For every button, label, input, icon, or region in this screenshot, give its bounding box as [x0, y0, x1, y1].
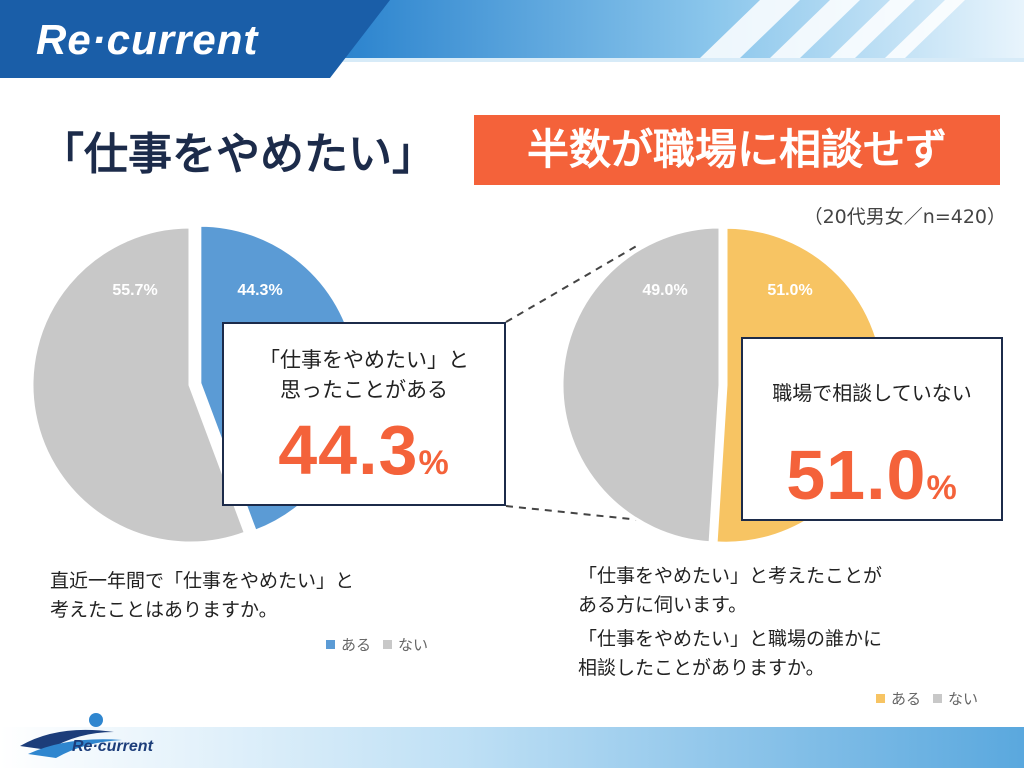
legend-left: ある ない	[326, 634, 428, 655]
header-graphic	[0, 0, 1024, 78]
brand-logo-text: Re·current	[36, 16, 259, 63]
callout-left: 「仕事をやめたい」と 思ったことがある 44.3%	[222, 322, 506, 506]
footer-brand-text: Re·current	[72, 738, 153, 755]
question-left: 直近一年間で「仕事をやめたい」と 考えたことはありますか。	[50, 567, 354, 625]
pie-data-label-yes: 44.3%	[237, 282, 282, 299]
callout-left-unit: %	[418, 444, 450, 482]
question-right-intro-line1: 「仕事をやめたい」と考えたことが	[578, 565, 883, 587]
callout-right-value: 51.0	[786, 436, 927, 514]
pie-data-label-no: 49.0%	[642, 282, 687, 299]
connector-line-bottom	[505, 505, 641, 521]
question-right: 「仕事をやめたい」と職場の誰かに 相談したことがありますか。	[578, 625, 882, 683]
header-band: Re·current	[0, 0, 1024, 78]
callout-right-unit: %	[926, 469, 958, 507]
callout-left-value-wrap: 44.3%	[224, 410, 504, 490]
page-title: 「仕事をやめたい」	[40, 129, 436, 180]
callout-left-line2: 思ったことがある	[280, 378, 448, 402]
pie-slice-no	[560, 225, 722, 545]
sample-note: （20代男女／n=420）	[803, 206, 1006, 228]
pie-slice-no	[30, 225, 248, 545]
legend-swatch-yes	[876, 694, 885, 703]
legend-label-no: ない	[948, 690, 979, 708]
callout-right-line1: 職場で相談していない	[772, 381, 972, 405]
footer-band	[0, 727, 1024, 768]
wave-logo-icon	[20, 713, 122, 758]
callout-right-value-wrap: 51.0%	[743, 435, 1001, 515]
legend-label-yes: ある	[341, 636, 372, 654]
legend-swatch-no	[933, 694, 943, 703]
pie-data-label-yes: 51.0%	[767, 282, 812, 299]
legend-swatch-yes	[326, 640, 335, 649]
callout-left-line1: 「仕事をやめたい」と	[259, 348, 469, 372]
legend-label-no: ない	[398, 636, 429, 654]
question-left-line1: 直近一年間で「仕事をやめたい」と	[50, 570, 355, 592]
question-right-intro-line2: ある方に伺います。	[578, 594, 748, 616]
question-right-line1: 「仕事をやめたい」と職場の誰かに	[578, 628, 883, 650]
callout-left-value: 44.3	[278, 411, 419, 489]
question-left-line2: 考えたことはありますか。	[50, 599, 278, 621]
title-highlight-banner: 半数が職場に相談せず	[474, 115, 1000, 185]
legend-swatch-no	[383, 640, 393, 649]
question-right-line2: 相談したことがありますか。	[578, 657, 825, 679]
pie-data-label-no: 55.7%	[112, 282, 157, 299]
legend-label-yes: ある	[891, 690, 922, 708]
callout-right: 職場で相談していない 51.0%	[741, 337, 1003, 521]
legend-right: ある ない	[876, 688, 978, 709]
question-right-intro: 「仕事をやめたい」と考えたことが ある方に伺います。	[578, 562, 882, 620]
